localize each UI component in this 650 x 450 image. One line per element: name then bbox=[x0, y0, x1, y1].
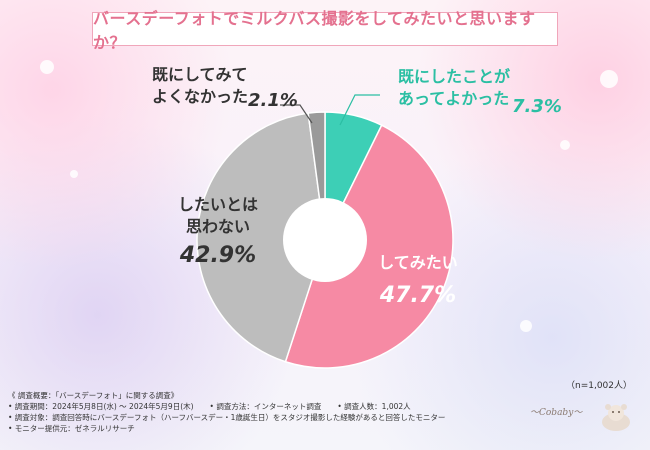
sparkle-decoration bbox=[600, 70, 618, 88]
footer-count: • 調査人数：1,002人 bbox=[337, 402, 411, 411]
sparkle-decoration bbox=[40, 60, 54, 74]
slice-label: よくなかった bbox=[152, 87, 248, 106]
sparkle-decoration bbox=[70, 170, 78, 178]
slice-value-label: 47.7% bbox=[379, 283, 456, 308]
slice-label: 既にしたことが bbox=[398, 67, 510, 86]
mascot-icon bbox=[602, 404, 630, 431]
footer-heading: 《 調査概要：「バースデーフォト」に関する調査》 bbox=[8, 391, 179, 400]
slice-value-label: 2.1% bbox=[248, 90, 298, 111]
leader-line-already-bad bbox=[280, 104, 313, 124]
leader-line-already-good bbox=[339, 94, 380, 126]
slice-value-label: 7.3% bbox=[512, 96, 562, 117]
footer-period: • 調査期間：2024年5月8日(水) ～ 2024年5月9日(木) bbox=[8, 402, 194, 411]
sample-size: （n=1,002人） bbox=[565, 381, 632, 391]
footer-target: • 調査対象：調査回答時にバースデーフォト（ハーフバースデー・1歳誕生日）をスタ… bbox=[8, 413, 446, 422]
slice-do-not-want bbox=[196, 112, 326, 363]
chart-title: バースデーフォトでミルクバス撮影をしてみたいと思いますか？ bbox=[93, 9, 536, 52]
donut-hole bbox=[283, 198, 367, 282]
slice-label: 既にしてみて bbox=[152, 65, 248, 84]
sparkle-decoration bbox=[520, 320, 532, 332]
slice-value-label: 42.9% bbox=[179, 243, 256, 268]
slice-label: あってよかった bbox=[398, 89, 509, 108]
slice-label: したいとは bbox=[178, 195, 258, 214]
survey-footer: 《 調査概要：「バースデーフォト」に関する調査》 • 調査期間：2024年5月8… bbox=[8, 390, 568, 434]
title-box: バースデーフォトでミルクバス撮影をしてみたいと思いますか？ bbox=[92, 9, 558, 52]
footer-method: • 調査方法：インターネット調査 bbox=[209, 402, 322, 411]
footer-provider: • モニター提供元：ゼネラルリサーチ bbox=[8, 424, 135, 433]
sparkle-decoration bbox=[560, 140, 570, 150]
slice-want-to bbox=[284, 124, 454, 369]
slice-label: してみたい bbox=[378, 253, 458, 272]
brand-logo: ～Cobaby～ bbox=[530, 408, 583, 418]
slice-label: 思わない bbox=[186, 217, 250, 236]
